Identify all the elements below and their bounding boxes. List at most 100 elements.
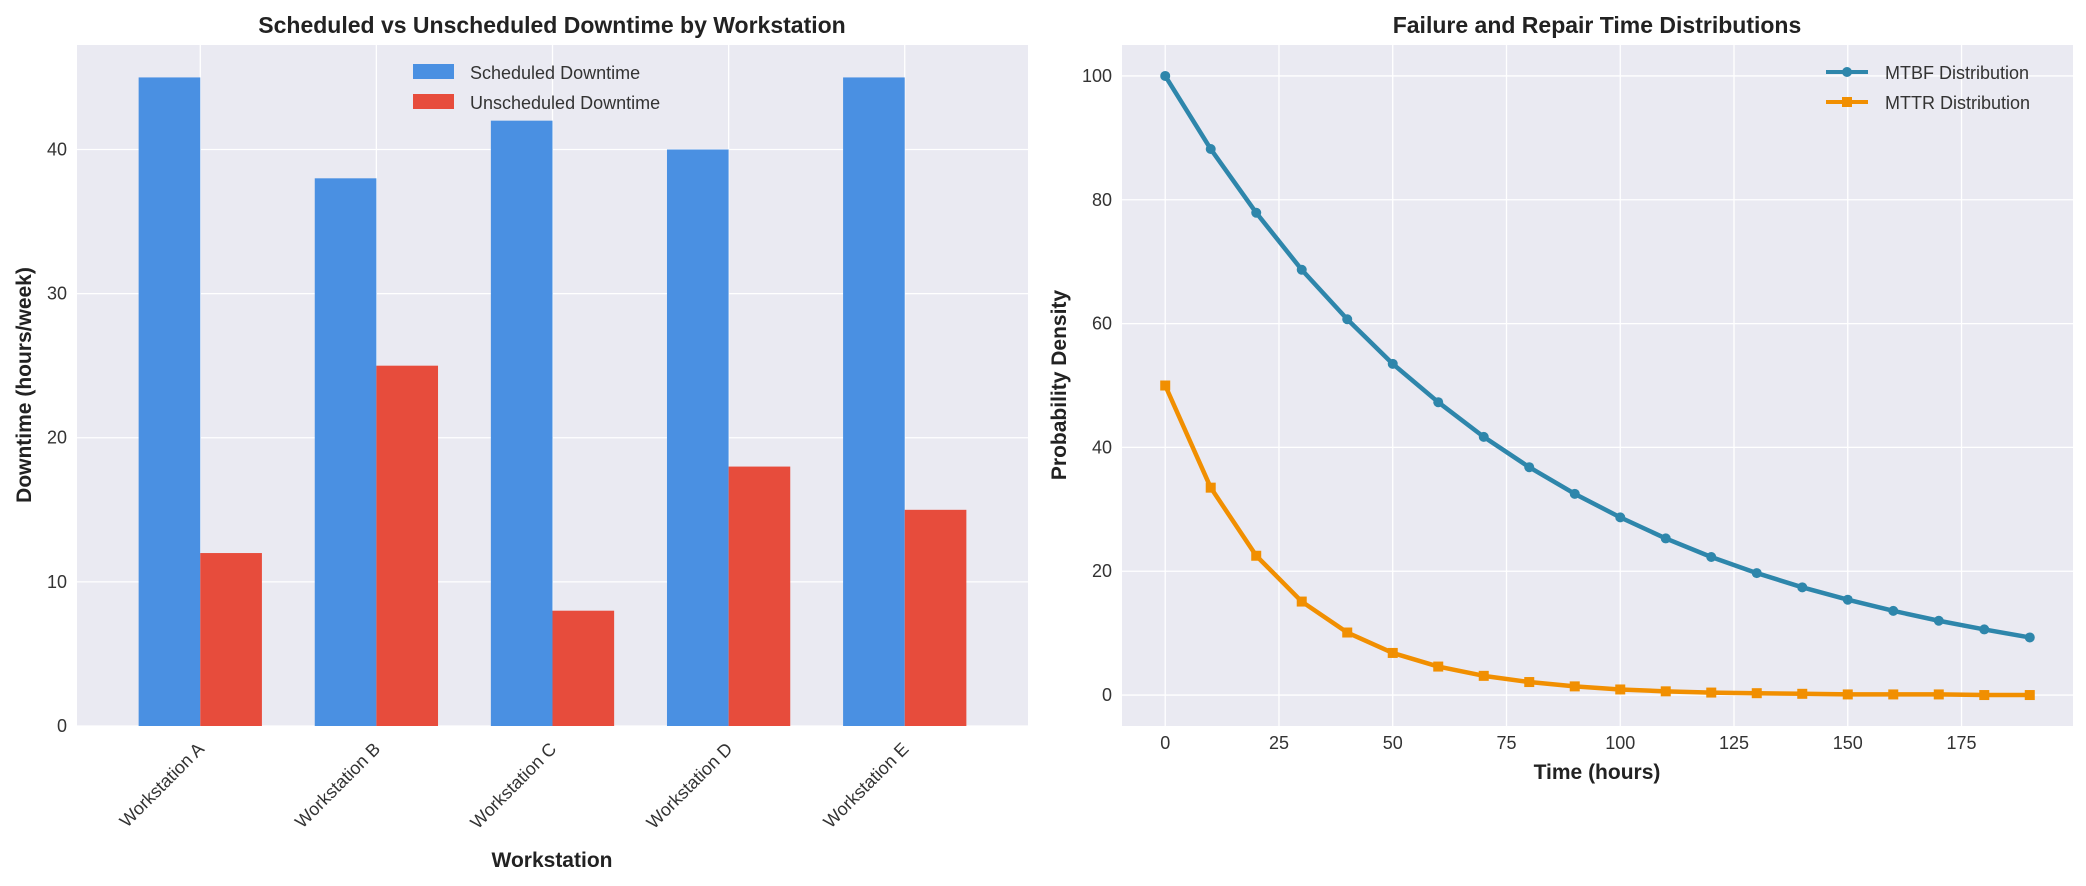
bar-series	[138, 77, 967, 727]
mtbf-point	[1342, 314, 1353, 325]
line-y-tick-label: 20	[1092, 561, 1112, 581]
mttr-line	[1163, 384, 2030, 698]
bar-y-tick-label: 30	[47, 284, 67, 304]
line-y-tick-label: 60	[1092, 314, 1112, 334]
mtbf-point	[1433, 397, 1444, 408]
bar-scheduled-4	[843, 77, 905, 726]
mtbf-point	[1706, 551, 1717, 562]
legend-label-mtbf: MTBF Distribution	[1885, 63, 2029, 83]
line-chart-panel: 0 20 40 60 80 100 0 25 50 75 100 125 150 175 Failure…	[1048, 12, 2073, 784]
mtbf-point	[1933, 615, 1944, 626]
line-x-tick-label: 75	[1496, 733, 1516, 753]
bar-scheduled-2	[490, 120, 553, 726]
mttr-point	[1524, 677, 1535, 688]
mttr-point	[1615, 684, 1626, 695]
mttr-point	[1160, 380, 1171, 391]
bar-x-axis-label: Workstation	[492, 849, 613, 872]
line-series	[1160, 70, 2035, 701]
line-x-tick-label: 100	[1605, 733, 1635, 753]
line-y-tick-label: 40	[1092, 437, 1112, 457]
mtbf-point	[1205, 144, 1216, 155]
line-y-axis-label: Probability Density	[1048, 290, 1071, 481]
bar-scheduled-0	[138, 77, 201, 726]
line-chart-title: Failure and Repair Time Distributions	[1393, 12, 1802, 38]
bar-x-tick-label: Workstation D	[643, 739, 737, 833]
mttr-point	[1660, 686, 1671, 697]
legend-swatch-scheduled	[413, 64, 454, 79]
legend-label-mttr: MTTR Distribution	[1885, 93, 2030, 113]
bar-y-tick-label: 20	[47, 428, 67, 448]
bar-unscheduled-3	[728, 466, 791, 726]
mtbf-point	[1615, 512, 1626, 523]
legend-label-scheduled: Scheduled Downtime	[470, 63, 640, 83]
bar-y-ticks: 0 10 20 30 40	[47, 139, 67, 736]
mtbf-point	[1251, 207, 1262, 218]
mttr-point	[1205, 482, 1216, 493]
mtbf-line	[1163, 74, 2031, 640]
line-y-tick-label: 80	[1092, 190, 1112, 210]
legend-marker-mtbf	[1842, 67, 1852, 77]
bar-x-tick-label: Workstation A	[116, 739, 208, 831]
mtbf-point	[1524, 462, 1535, 473]
line-legend: MTBF Distribution MTTR Distribution	[1826, 63, 2030, 113]
mttr-point	[1706, 687, 1717, 698]
legend-swatch-unscheduled	[413, 94, 454, 109]
mtbf-point	[2024, 632, 2035, 643]
mttr-point	[1433, 661, 1444, 672]
line-x-axis-label: Time (hours)	[1534, 761, 1661, 784]
mtbf-point	[1296, 264, 1307, 275]
line-x-tick-label: 125	[1719, 733, 1749, 753]
bar-legend: Scheduled Downtime Unscheduled Downtime	[413, 63, 660, 113]
bar-unscheduled-2	[552, 610, 615, 726]
mttr-point	[1251, 550, 1262, 561]
mtbf-point	[1842, 594, 1853, 605]
mttr-point	[1342, 627, 1353, 638]
legend-label-unscheduled: Unscheduled Downtime	[470, 93, 660, 113]
bar-unscheduled-1	[376, 365, 439, 726]
mtbf-point	[1979, 624, 1990, 635]
mtbf-point	[1387, 358, 1398, 369]
mttr-point	[1842, 689, 1853, 700]
mtbf-point	[1797, 582, 1808, 593]
mttr-point	[1569, 681, 1580, 692]
bar-scheduled-3	[666, 149, 729, 726]
bar-y-axis-label: Downtime (hours/week)	[13, 267, 36, 503]
bar-y-tick-label: 40	[47, 139, 67, 159]
mttr-point	[1478, 670, 1489, 681]
mttr-point	[1751, 688, 1762, 699]
line-x-tick-label: 150	[1833, 733, 1863, 753]
bar-scheduled-1	[314, 178, 377, 727]
bar-y-tick-label: 10	[47, 572, 67, 592]
bar-unscheduled-4	[904, 509, 967, 726]
mttr-point	[2024, 690, 2035, 701]
mtbf-point	[1569, 488, 1580, 499]
bar-x-ticks: Workstation A Workstation B Workstation C W…	[116, 739, 913, 833]
line-x-ticks: 0 25 50 75 100 125 150 175	[1160, 733, 1976, 753]
mttr-point	[1888, 689, 1899, 700]
mttr-point	[1797, 688, 1808, 699]
mttr-point	[1933, 689, 1944, 700]
mttr-point	[1296, 596, 1307, 607]
bar-x-tick-label: Workstation B	[291, 739, 384, 832]
mtbf-point	[1888, 605, 1899, 616]
line-x-tick-label: 0	[1160, 733, 1170, 753]
mtbf-point	[1478, 431, 1489, 442]
mttr-point	[1387, 647, 1398, 658]
bar-unscheduled-0	[200, 553, 262, 726]
mtbf-point	[1160, 70, 1171, 81]
line-y-tick-label: 100	[1082, 66, 1112, 86]
bar-x-tick-label: Workstation C	[466, 739, 560, 833]
bar-x-tick-label: Workstation E	[819, 739, 912, 832]
line-x-tick-label: 50	[1383, 733, 1403, 753]
mttr-point	[1979, 690, 1990, 701]
mtbf-point	[1751, 568, 1762, 579]
bar-y-tick-label: 0	[57, 716, 67, 736]
line-x-tick-label: 25	[1269, 733, 1289, 753]
mtbf-point	[1660, 533, 1671, 544]
line-y-tick-label: 0	[1102, 685, 1112, 705]
line-y-ticks: 0 20 40 60 80 100	[1082, 66, 1112, 705]
legend-marker-mttr	[1842, 97, 1852, 107]
line-x-tick-label: 175	[1946, 733, 1976, 753]
